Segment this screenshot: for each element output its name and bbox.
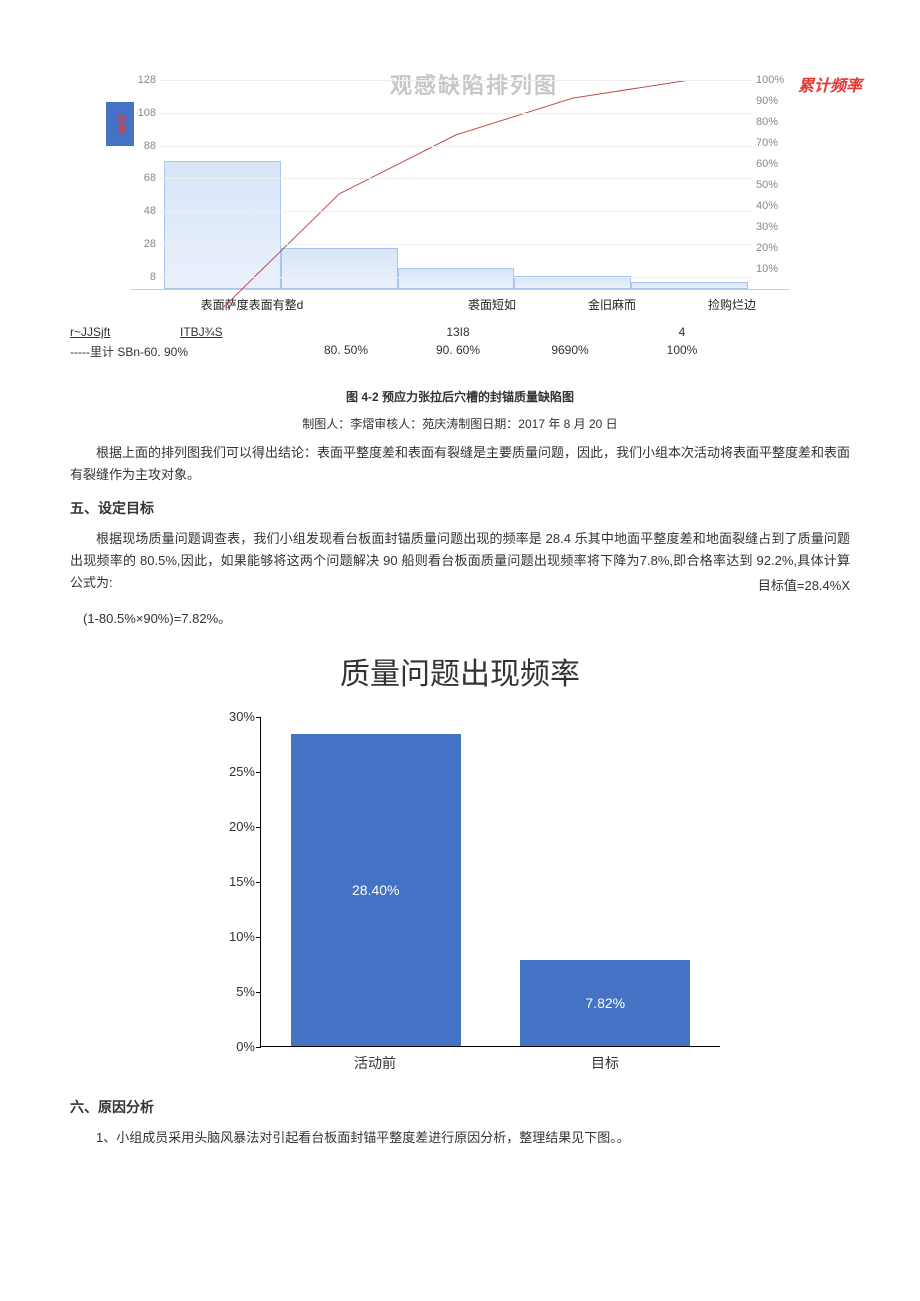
- pareto-x-label: 裘面短如: [432, 296, 552, 313]
- pareto-yleft-tick: 28: [126, 238, 156, 250]
- pareto-x-labels: 表面萨度表面有整d 裘面短如金旧麻而捡购烂边: [192, 296, 792, 313]
- freq-y-label: 0%: [209, 1039, 255, 1054]
- figure-subcaption: 制图人：李熠审核人：苑庆涛制图日期：2017 年 8 月 20 日: [70, 415, 850, 432]
- pareto-yright-tick: 90%: [756, 95, 800, 107]
- cum-freq-label: 累计频率: [798, 72, 862, 96]
- pareto-x-label: 表面萨度表面有整d: [192, 296, 312, 313]
- ocr-r2-v3: 100%: [626, 343, 738, 360]
- pareto-yright-tick: 50%: [756, 179, 800, 191]
- calc-line: (1-80.5%×90%)=7.82%。: [70, 608, 850, 627]
- ocr-r1-v1: 13I8: [402, 325, 514, 339]
- freq-y-label: 25%: [209, 764, 255, 779]
- paragraph-conclusion: 根据上面的排列图我们可以得出结论：表面平整度差和表面有裂缝是主要质量问题，因此，…: [70, 442, 850, 486]
- pareto-yright-tick: 40%: [756, 200, 800, 212]
- section-6-title: 六、原因分析: [70, 1097, 850, 1117]
- pareto-x-label: 捡购烂边: [672, 296, 792, 313]
- freq-chart-title: 质量问题出现频率: [70, 649, 850, 693]
- pareto-bar: [398, 268, 515, 289]
- pareto-bar: [164, 161, 281, 289]
- pareto-yright-tick: 100%: [756, 74, 800, 86]
- freq-chart: 28.40%7.82% 30%25%20%15%10%5%0% 活动前目标: [200, 717, 720, 1073]
- freq-bar: 28.40%: [291, 734, 461, 1046]
- freq-y-label: 5%: [209, 984, 255, 999]
- ocr-r2-label: -----里计 SBn-60. 90%: [70, 343, 290, 360]
- freq-y-label: 10%: [209, 929, 255, 944]
- paragraph-cause: 1、小组成员采用头脑风暴法对引起看台板面封锚平整度差进行原因分析，整理结果见下图…: [70, 1127, 850, 1149]
- pareto-x-label: 金旧麻而: [552, 296, 672, 313]
- ocr-row-1: r~JJSjft ITBJ¾S 13I8 4: [70, 325, 850, 339]
- ocr-r1-v3: 4: [626, 325, 738, 339]
- ocr-r1-v2: [514, 325, 626, 339]
- freq-x-label: 目标: [520, 1053, 690, 1073]
- ocr-r2-v4: [738, 343, 850, 360]
- pareto-yright-tick: 60%: [756, 158, 800, 170]
- ocr-r1-left: r~JJSjft: [70, 325, 180, 339]
- pareto-yleft-tick: 8: [126, 271, 156, 283]
- pareto-yright-tick: 20%: [756, 242, 800, 254]
- ocr-r1-v0: [290, 325, 402, 339]
- freq-x-label: 活动前: [290, 1053, 460, 1073]
- pareto-yleft-tick: 68: [126, 172, 156, 184]
- pareto-bars: [164, 79, 748, 289]
- freq-y-label: 30%: [209, 709, 255, 724]
- pareto-yleft-tick: 108: [126, 107, 156, 119]
- ocr-r2-v0: 80. 50%: [290, 343, 402, 360]
- pareto-yright-tick: 70%: [756, 137, 800, 149]
- freq-bars: 28.40% 7.82%: [261, 716, 720, 1046]
- freq-bar: 7.82%: [520, 960, 690, 1046]
- pareto-plot-area: 128108886848288100%90%80%70%60%50%40%30%…: [130, 80, 790, 290]
- pareto-yright-tick: 30%: [756, 221, 800, 233]
- ocr-row-2: -----里计 SBn-60. 90% 80. 50% 90. 60% 9690…: [70, 343, 850, 360]
- pareto-yleft-tick: 88: [126, 140, 156, 152]
- target-formula-right: 目标值=28.4%X: [758, 575, 850, 594]
- freq-plot-area: 28.40%7.82% 30%25%20%15%10%5%0%: [260, 717, 720, 1047]
- pareto-yright-tick: 10%: [756, 263, 800, 275]
- ocr-r2-v2: 9690%: [514, 343, 626, 360]
- pareto-x-label: [312, 296, 432, 313]
- pareto-chart: 观感缺陷排列图 累计频率 数量 128108886848288100%90%80…: [130, 80, 850, 313]
- freq-x-labels: 活动前 目标: [260, 1053, 720, 1073]
- pareto-yleft-tick: 48: [126, 205, 156, 217]
- section-5-title: 五、设定目标: [70, 498, 850, 518]
- pareto-yleft-tick: 128: [126, 74, 156, 86]
- ocr-r2-v1: 90. 60%: [402, 343, 514, 360]
- pareto-bar: [631, 282, 748, 289]
- freq-y-label: 15%: [209, 874, 255, 889]
- freq-y-label: 20%: [209, 819, 255, 834]
- pareto-bar: [281, 248, 398, 289]
- paragraph-target: 根据现场质量问题调查表，我们小组发现看台板面封锚质量问题出现的频率是 28.4 …: [70, 528, 850, 594]
- pareto-yright-tick: 80%: [756, 116, 800, 128]
- ocr-r1-v4: [738, 325, 850, 339]
- ocr-r1-mid: ITBJ¾S: [180, 325, 290, 339]
- figure-caption: 图 4-2 预应力张拉后穴槽的封锚质量缺陷图: [70, 388, 850, 405]
